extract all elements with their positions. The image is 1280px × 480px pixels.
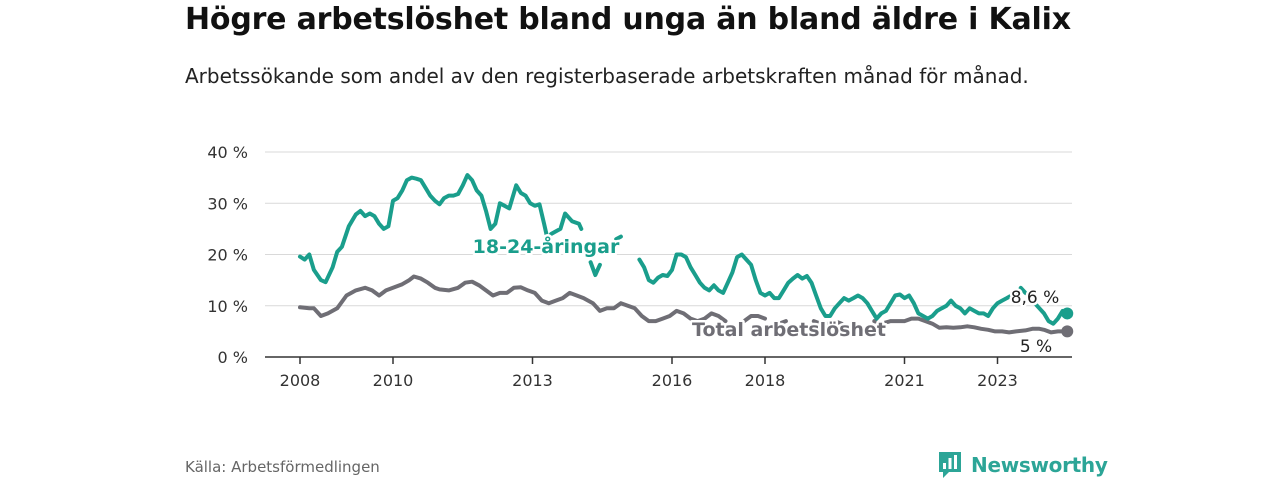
series-label-youth: 18-24-åringar	[473, 234, 620, 258]
grid-lines	[265, 151, 1072, 307]
x-tick-label: 2010	[373, 371, 414, 390]
newsworthy-logo[interactable]: Newsworthy	[937, 450, 1108, 480]
chart-title: Högre arbetslöshet bland unga än bland ä…	[185, 2, 1071, 37]
series-line-youth	[298, 173, 1070, 326]
end-label-total: 5 %	[1020, 337, 1052, 357]
x-tick-label: 2016	[652, 371, 693, 390]
chart-subtitle: Arbetssökande som andel av den registerb…	[185, 64, 1029, 88]
y-tick-label: 30 %	[207, 194, 248, 213]
series-labels: 18-24-åringar Total arbetslöshet 8,6 % 5 %	[470, 232, 1062, 360]
y-axis: 0 % 10 % 20 % 30 % 40 %	[207, 143, 248, 367]
newsworthy-logo-text: Newsworthy	[971, 453, 1108, 477]
x-tick-label: 2021	[884, 371, 925, 390]
x-tick-label: 2008	[280, 371, 321, 390]
end-label-youth: 8,6 %	[1011, 288, 1060, 308]
y-tick-label: 20 %	[207, 246, 248, 265]
series-line-total	[298, 274, 1070, 335]
line-chart: 0 % 10 % 20 % 30 % 40 % 2008 2010 2013 2016 2018…	[207, 143, 1074, 390]
y-tick-label: 40 %	[207, 143, 248, 162]
series-label-total: Total arbetslöshet	[692, 319, 886, 341]
source-note: Källa: Arbetsförmedlingen	[185, 458, 380, 476]
y-tick-label: 10 %	[207, 297, 248, 316]
y-tick-label: 0 %	[218, 348, 248, 367]
end-point-youth	[1061, 307, 1074, 320]
newsworthy-logo-icon	[939, 452, 961, 478]
end-point-total	[1061, 325, 1074, 338]
series-lines	[298, 173, 1074, 338]
x-tick-label: 2018	[745, 371, 786, 390]
x-axis: 2008 2010 2013 2016 2018 2021 2023	[265, 356, 1072, 390]
x-tick-label: 2023	[977, 371, 1018, 390]
x-tick-label: 2013	[512, 371, 553, 390]
